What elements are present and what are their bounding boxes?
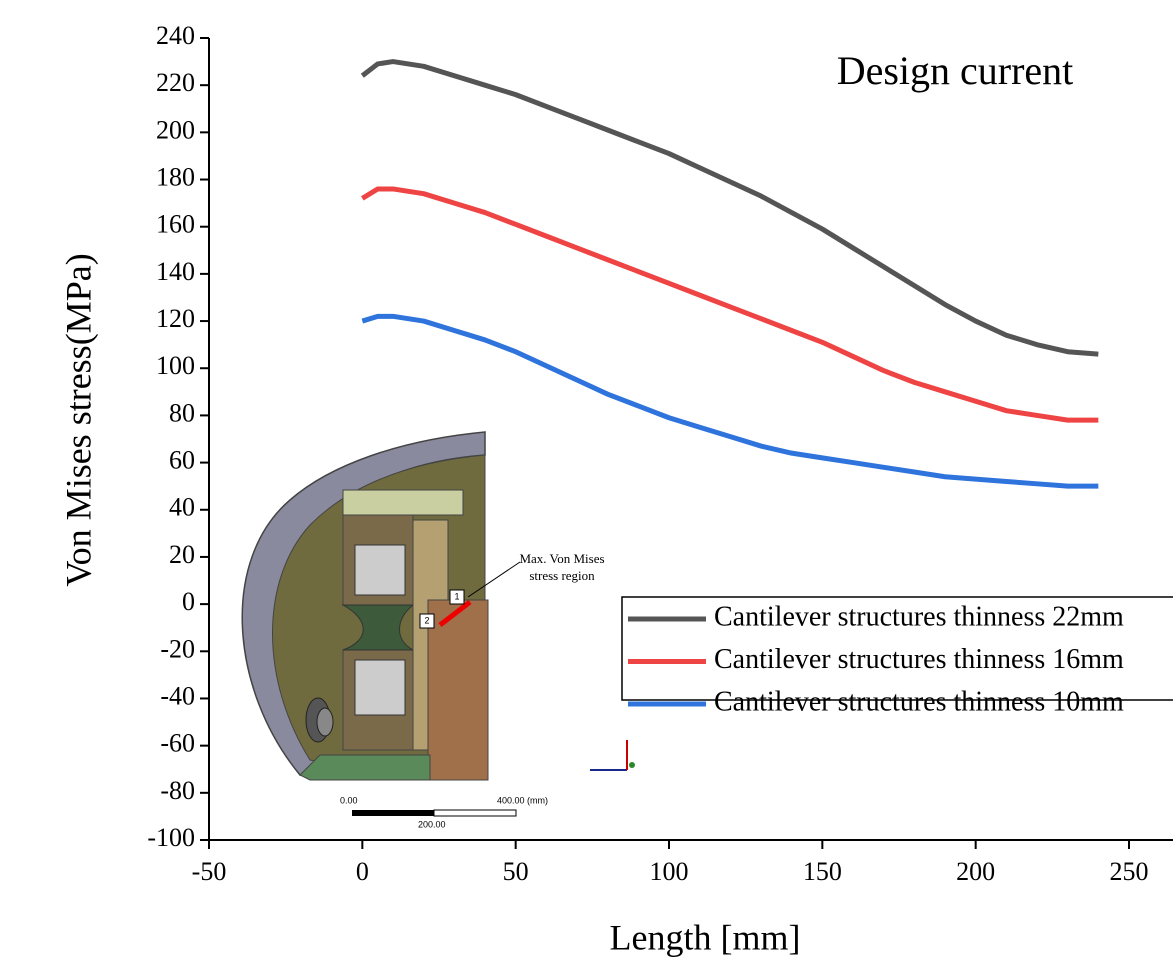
- scale-label: 400.00 (mm): [497, 795, 548, 805]
- legend-label: Cantilever structures thinness 16mm: [714, 644, 1124, 675]
- y-tick-label: -40: [160, 681, 195, 710]
- y-tick-label: 20: [169, 540, 195, 569]
- y-tick-label: 180: [156, 162, 195, 191]
- x-tick-label: 150: [803, 857, 842, 886]
- inset-illustration: [242, 432, 635, 816]
- x-tick-label: 0: [356, 857, 369, 886]
- x-tick-label: 200: [956, 857, 995, 886]
- y-tick-label: 40: [169, 493, 195, 522]
- x-tick-label: -50: [192, 857, 227, 886]
- chart: Max. Von Mises stress region 1 2 0.00 40…: [0, 0, 1173, 975]
- y-tick-label: 220: [156, 68, 195, 97]
- y-tick-label: 0: [182, 587, 195, 616]
- legend-label: Cantilever structures thinness 22mm: [714, 601, 1124, 632]
- scale-label: 200.00: [418, 819, 446, 829]
- y-tick-label: 240: [156, 21, 195, 50]
- legend-label: Cantilever structures thinness 10mm: [714, 686, 1124, 717]
- callout-text: stress region: [529, 568, 595, 583]
- x-tick-label: 100: [650, 857, 689, 886]
- y-tick-label: 100: [156, 351, 195, 380]
- y-tick-label: 140: [156, 257, 195, 286]
- series-line: [362, 189, 1098, 420]
- y-tick-label: -100: [147, 823, 195, 852]
- y-axis-label: Von Mises stress(MPa): [58, 253, 98, 586]
- x-axis-label: Length [mm]: [610, 917, 801, 957]
- y-tick-label: 200: [156, 115, 195, 144]
- scale-label: 0.00: [340, 795, 358, 805]
- y-tick-label: -20: [160, 634, 195, 663]
- y-tick-label: 60: [169, 446, 195, 475]
- y-tick-label: -60: [160, 729, 195, 758]
- y-tick-label: 80: [169, 398, 195, 427]
- marker-label: 2: [424, 615, 429, 625]
- y-tick-label: 160: [156, 210, 195, 239]
- annotation: Design current: [837, 48, 1074, 93]
- callout-text: Max. Von Mises: [519, 551, 604, 566]
- y-tick-label: -80: [160, 776, 195, 805]
- marker-label: 1: [454, 591, 459, 601]
- x-tick-label: 50: [503, 857, 529, 886]
- x-tick-label: 250: [1110, 857, 1149, 886]
- y-tick-label: 120: [156, 304, 195, 333]
